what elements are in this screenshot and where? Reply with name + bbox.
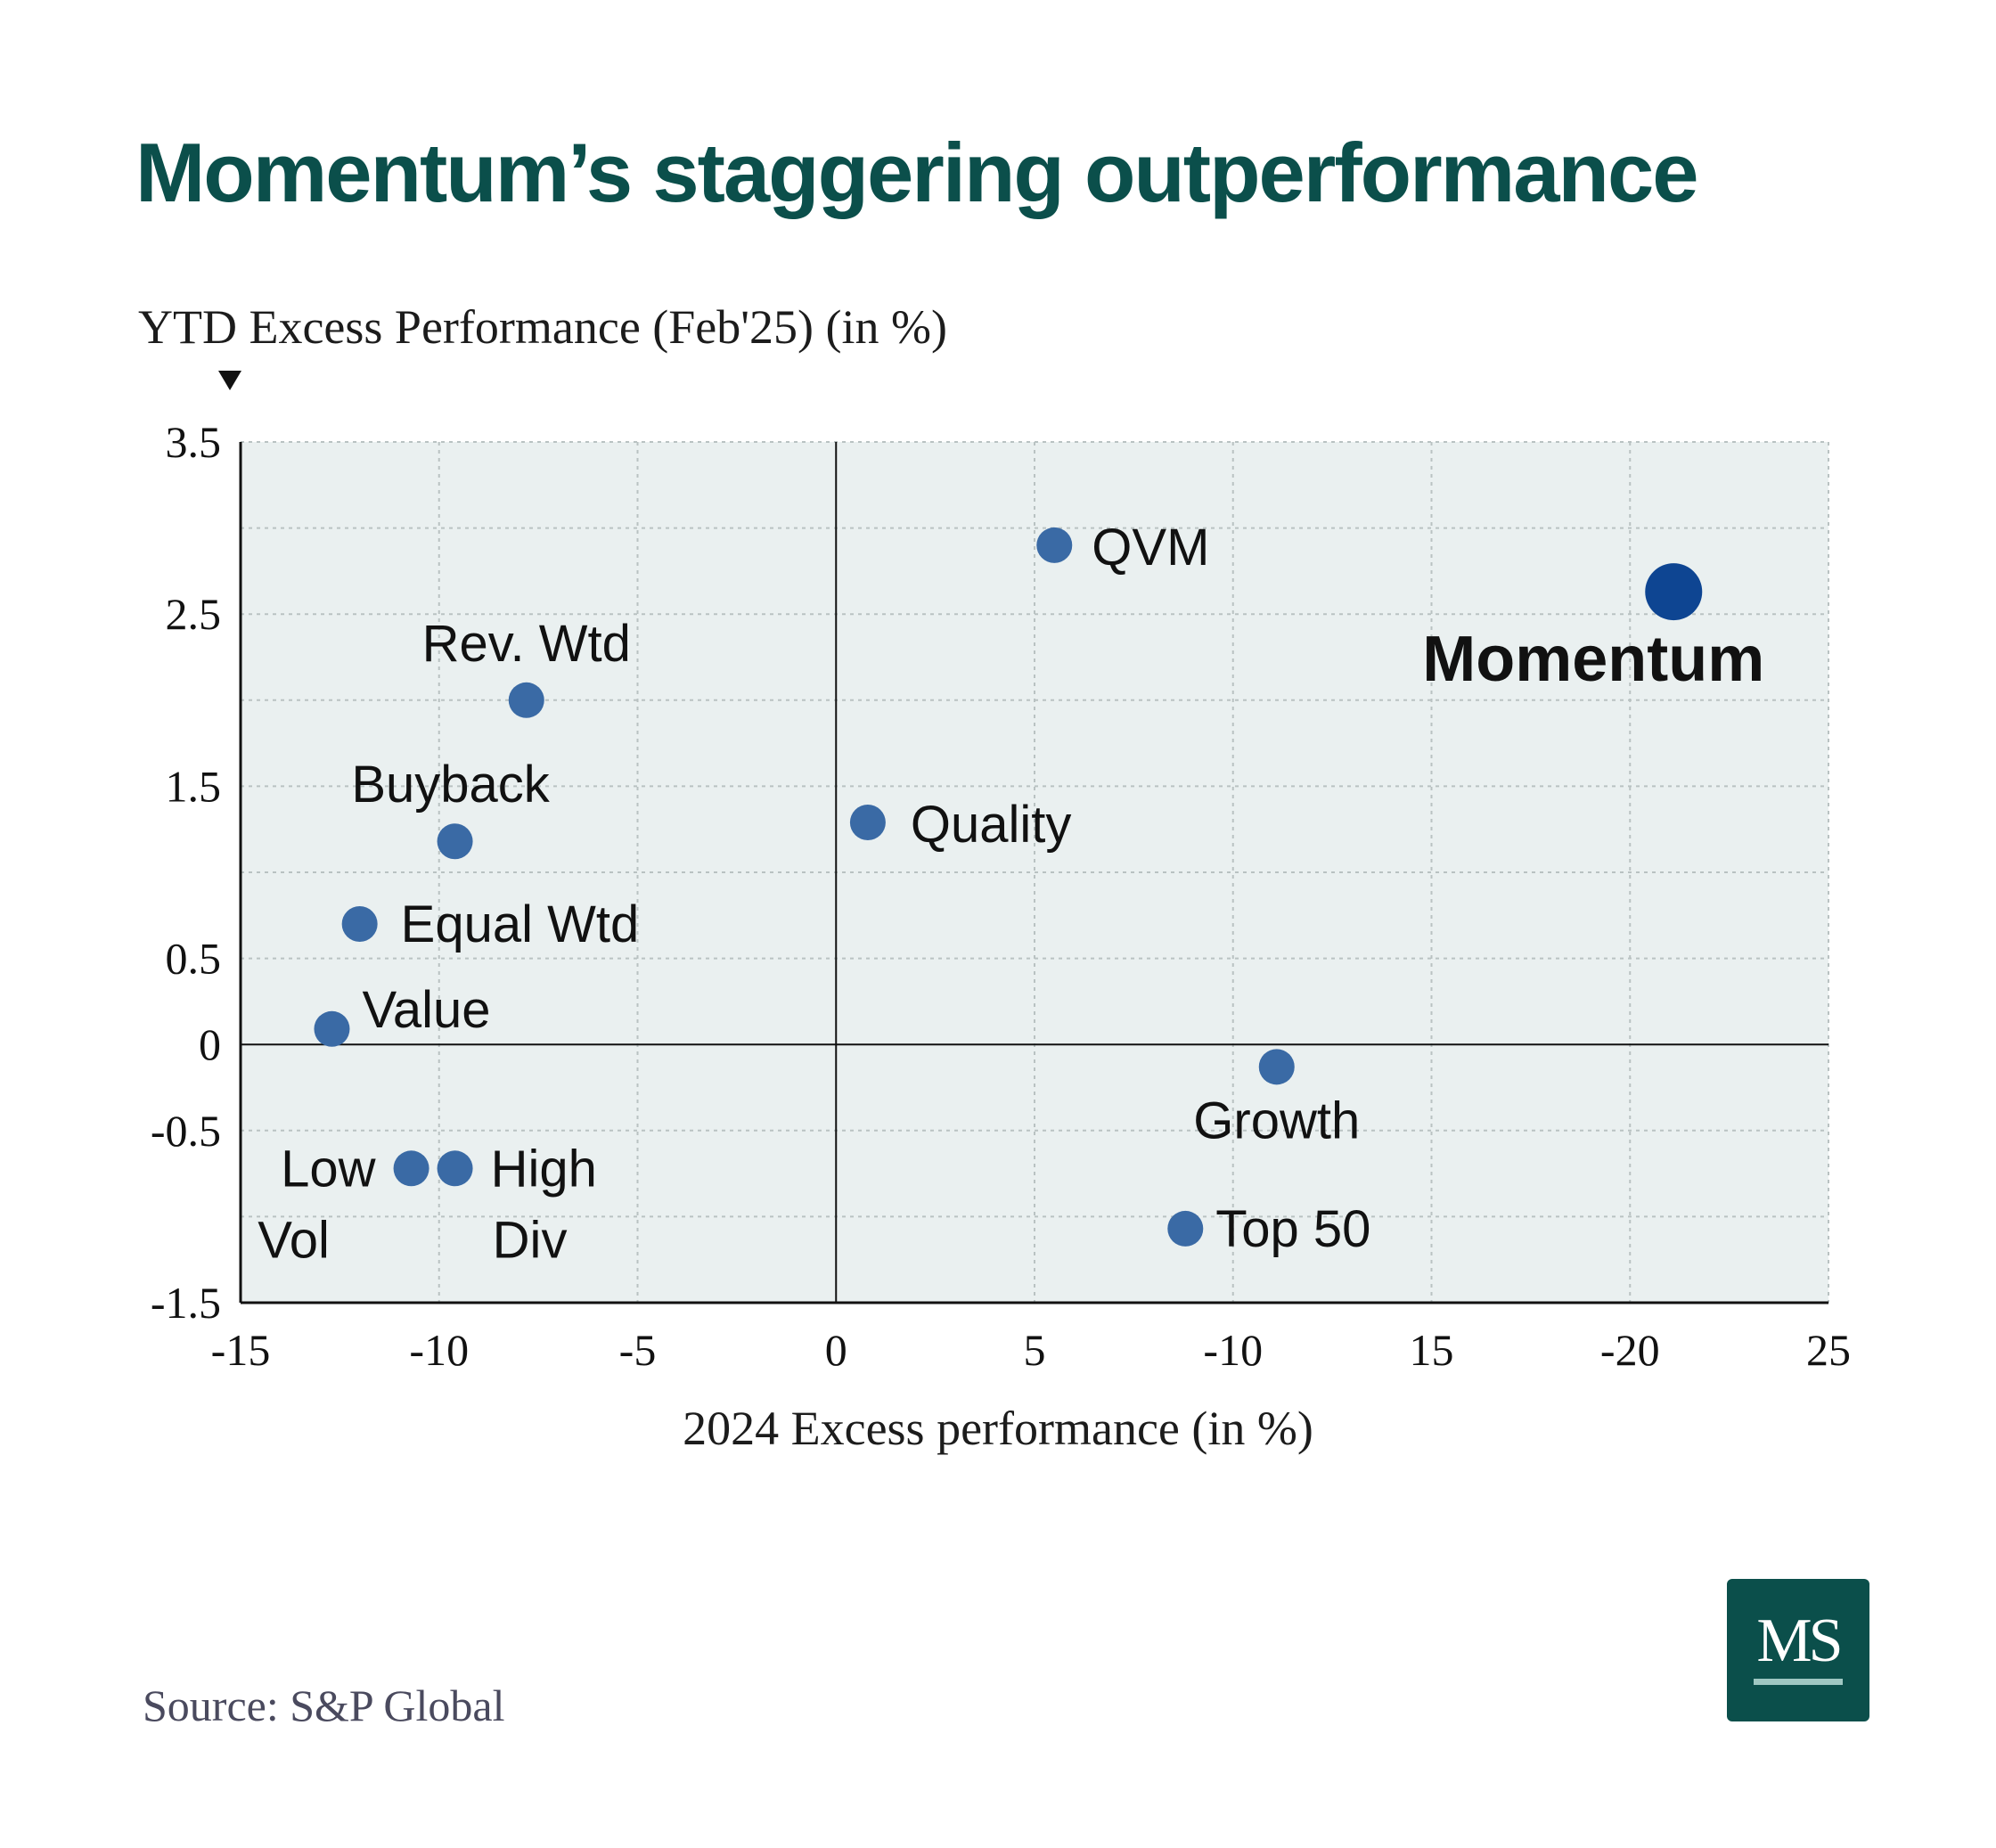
x-tick-label: -20 xyxy=(1600,1325,1660,1375)
data-point xyxy=(341,905,378,942)
y-tick-label: -1.5 xyxy=(151,1278,221,1328)
y-tick-label: 3.5 xyxy=(166,417,222,467)
point-label: Momentum xyxy=(1422,624,1764,695)
data-point xyxy=(437,823,473,860)
source-note: Source: S&P Global xyxy=(143,1680,505,1730)
x-tick-label: 25 xyxy=(1806,1325,1851,1375)
x-tick-label: 5 xyxy=(1024,1325,1046,1375)
y-tick-label: -0.5 xyxy=(151,1106,221,1156)
data-point xyxy=(393,1150,429,1187)
x-tick-label: 0 xyxy=(825,1325,847,1375)
y-tick-label: 2.5 xyxy=(166,589,222,639)
point-label: QVM xyxy=(1092,519,1209,576)
point-label: Div xyxy=(493,1211,568,1269)
data-point xyxy=(849,804,886,840)
y-tick-label: 0.5 xyxy=(166,934,222,984)
y-axis-arrow-icon xyxy=(218,371,241,390)
point-label: Low xyxy=(281,1140,377,1198)
data-point xyxy=(314,1010,350,1047)
x-tick-label: -15 xyxy=(211,1325,271,1375)
data-point xyxy=(1167,1210,1204,1247)
axes xyxy=(239,442,1828,1304)
y-axis-title: YTD Excess Performance (Feb'25) (in %) xyxy=(138,300,947,354)
y-tick-label: 1.5 xyxy=(166,761,222,811)
x-axis-title: 2024 Excess performance (in %) xyxy=(683,1402,1313,1455)
point-label: Rev. Wtd xyxy=(422,615,631,673)
point-label: Equal Wtd xyxy=(401,895,640,953)
point-label: Quality xyxy=(911,796,1072,854)
data-points xyxy=(314,527,1703,1247)
chart-title: Momentum’s staggering outperformance xyxy=(135,126,1699,219)
point-label: High xyxy=(491,1140,597,1198)
data-point xyxy=(1258,1049,1295,1085)
point-labels: QVM Momentum Rev. Wtd Buyback Quality Equal W… xyxy=(258,519,1764,1269)
x-tick-label: 15 xyxy=(1410,1325,1454,1375)
grid-lines xyxy=(241,441,1829,1303)
data-point xyxy=(508,682,544,718)
point-label: Value xyxy=(362,981,490,1039)
y-tick-label: 0 xyxy=(199,1019,221,1069)
logo-underline xyxy=(1754,1679,1843,1685)
point-label: Top 50 xyxy=(1215,1200,1370,1258)
logo-text: MS xyxy=(1756,1607,1843,1675)
x-tick-label: -10 xyxy=(409,1325,469,1375)
x-tick-label: -5 xyxy=(619,1325,657,1375)
data-point xyxy=(437,1150,473,1187)
point-label: Buyback xyxy=(351,756,550,814)
data-point xyxy=(1645,563,1703,621)
x-tick-label: -10 xyxy=(1203,1325,1263,1375)
ms-logo: MS xyxy=(1727,1579,1869,1721)
data-point xyxy=(1036,527,1073,563)
tick-labels: -15 -10 -5 0 5 -10 15 -20 25 3.5 2.5 1.5 0.5 0 -0.5 -1.… xyxy=(151,417,1851,1375)
scatter-chart: -15 -10 -5 0 5 -10 15 -20 25 3.5 2.5 1.5 0.5 0 -0.5 -1.… xyxy=(151,417,1851,1375)
point-label: Growth xyxy=(1193,1092,1360,1149)
point-label: Vol xyxy=(258,1211,330,1269)
